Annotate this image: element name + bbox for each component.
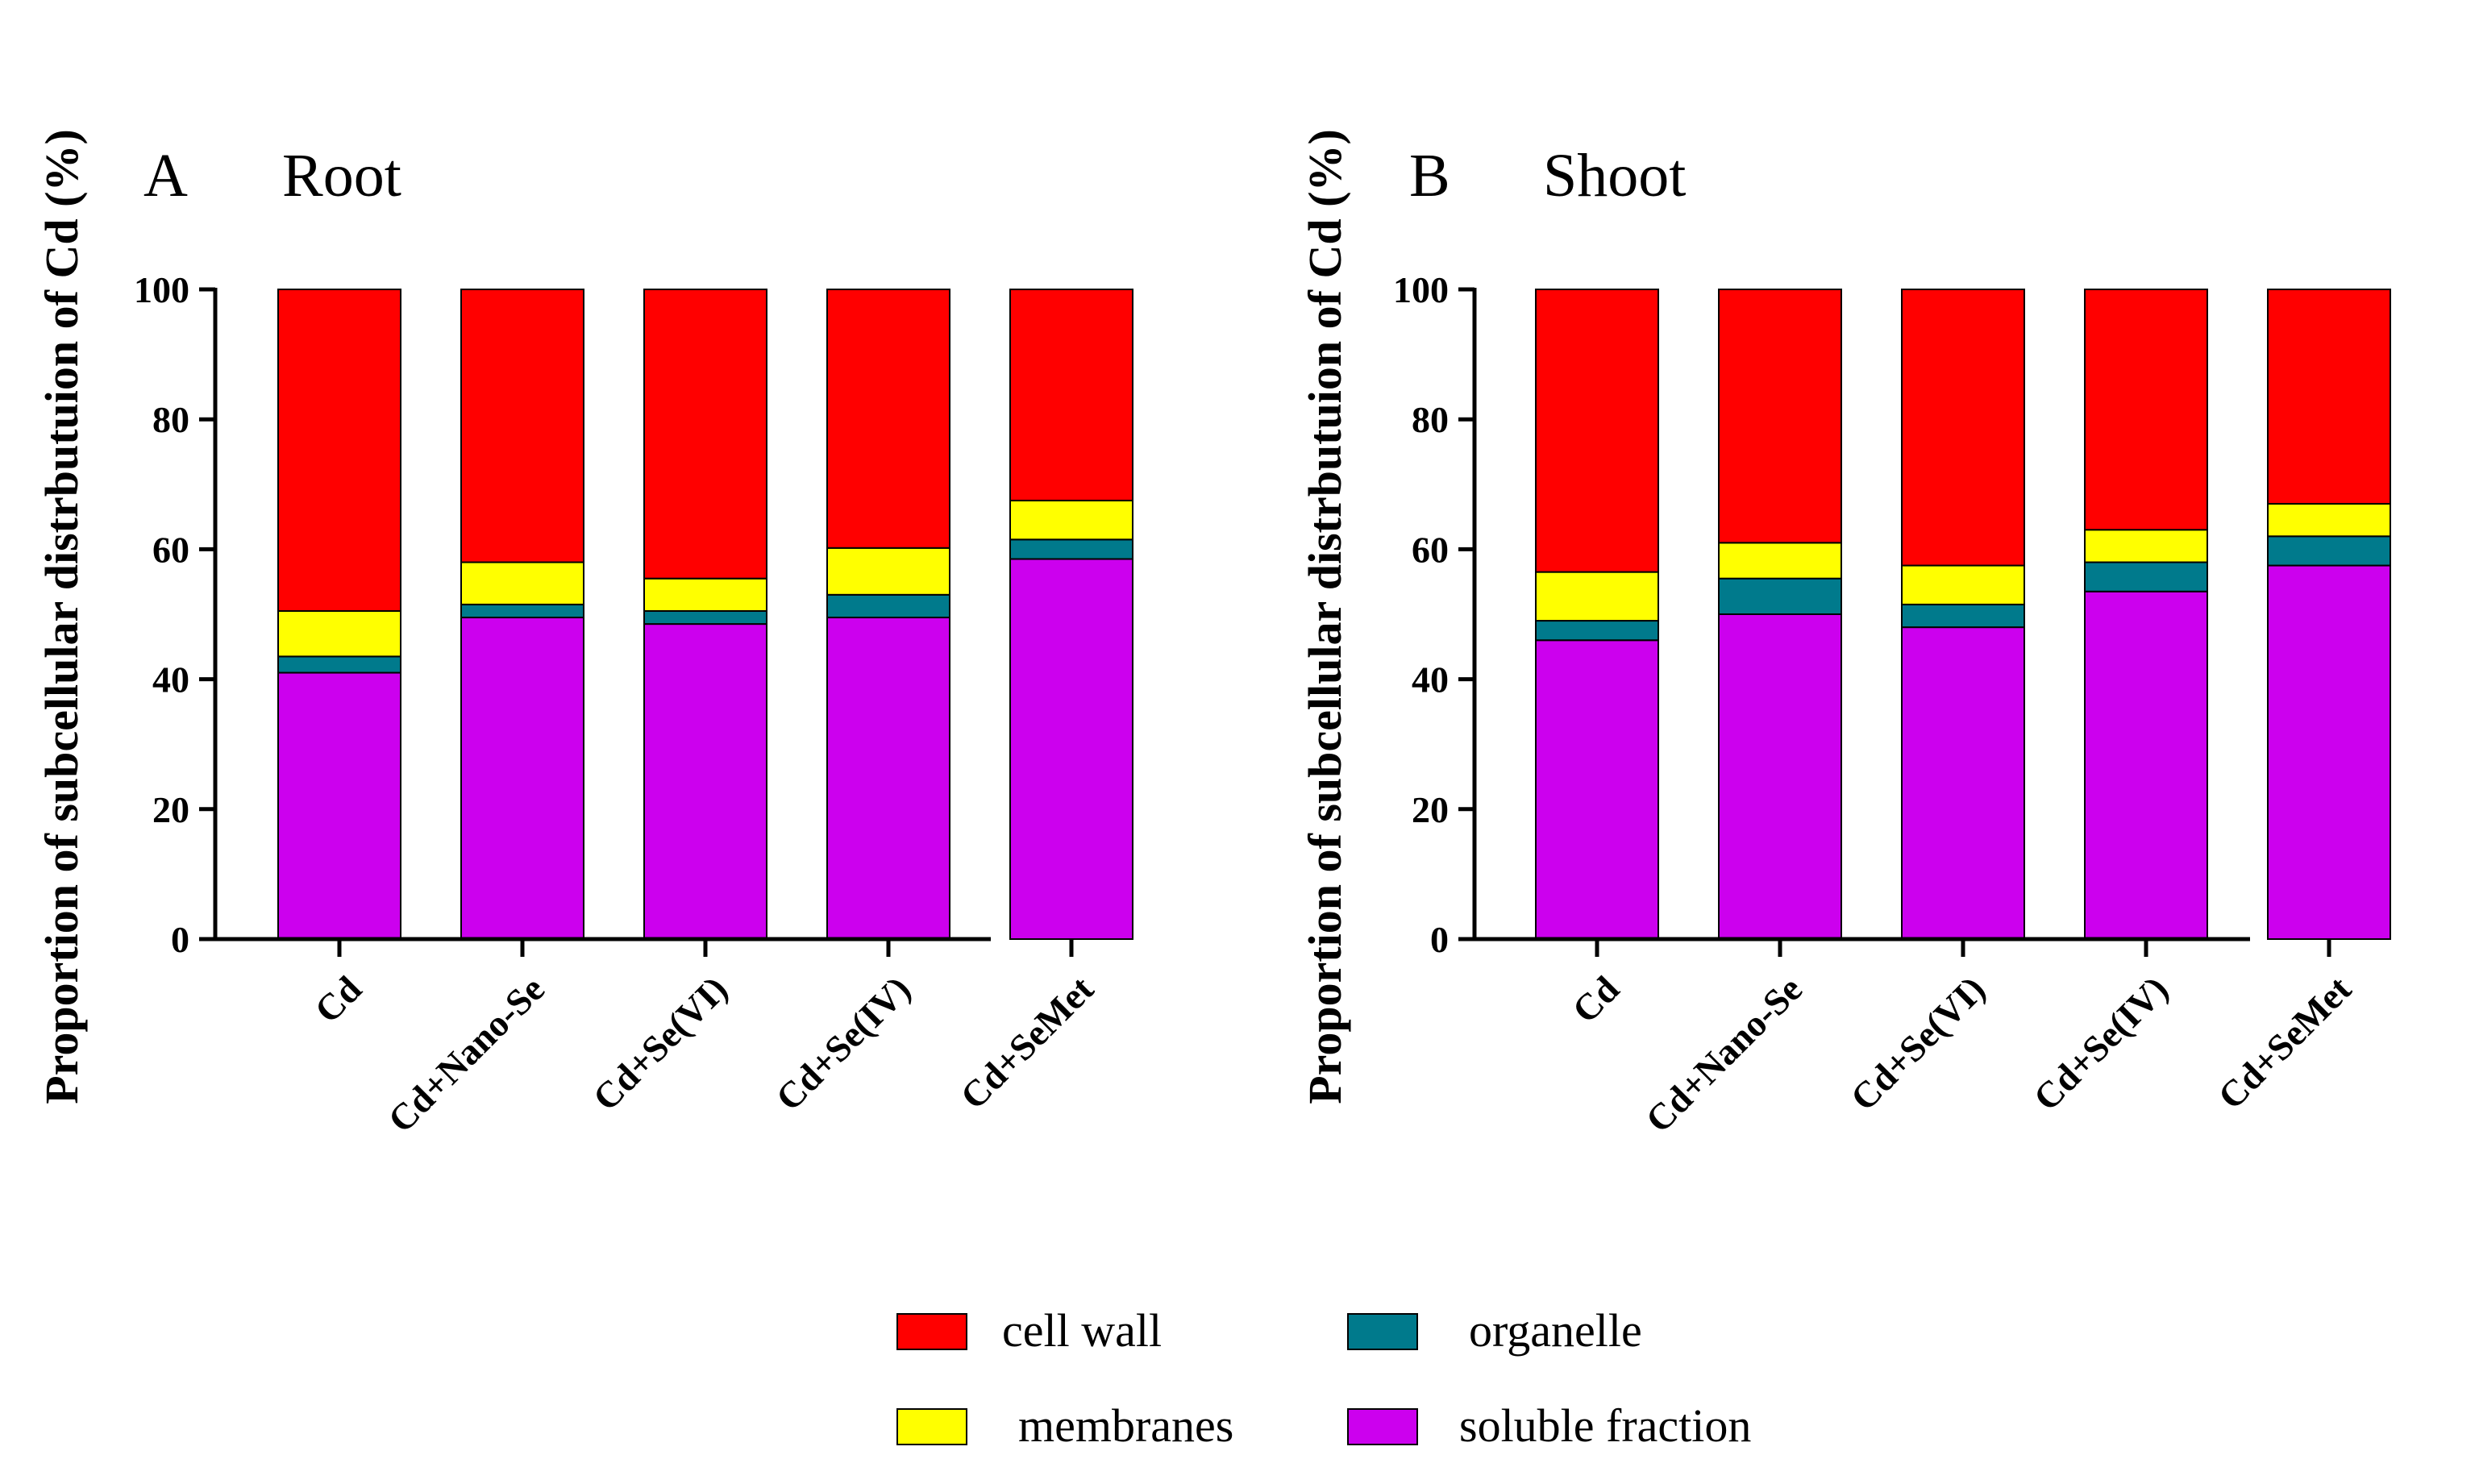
legend: cell wall organelle membranes soluble fract… [896, 1304, 1751, 1452]
bar-segment-organelle [460, 603, 584, 619]
bar-segment-cell-wall [1009, 289, 1133, 501]
y-axis-label: Proportion of subcellular distrbutuion o… [1299, 129, 1351, 1104]
bar-segment-soluble-fraction [2084, 590, 2208, 940]
bar-segment-membranes [1901, 564, 2025, 605]
x-tick-label: Cd+Se(IV) [2026, 968, 2177, 1119]
legend-label-organelle: organelle [1469, 1304, 1642, 1357]
bar-segment-soluble-fraction [2267, 564, 2391, 940]
bar-segment-cell-wall [1718, 289, 1842, 544]
panel-title: Root [282, 142, 401, 210]
legend-label-cell_wall: cell wall [1002, 1304, 1162, 1357]
bar-segment-organelle [1718, 577, 1842, 615]
legend-label-soluble: soluble fraction [1459, 1399, 1751, 1452]
bar-segment-organelle [1901, 603, 2025, 629]
y-tick-label: 80 [1412, 399, 1449, 440]
bar-segment-soluble-fraction [1009, 558, 1133, 940]
bar-segment-cell-wall [2267, 289, 2391, 505]
panel-shoot: B Shoot Proportion of subcellular distrbut… [1299, 129, 2391, 1141]
bar-segment-membranes [277, 609, 401, 658]
y-tick-label: 40 [1412, 659, 1449, 700]
y-tick-label: 0 [171, 919, 189, 960]
y-tick-label: 20 [152, 789, 189, 830]
x-tick-label: Cd+Nano-Se [1637, 968, 1810, 1141]
legend-swatch-cell_wall [896, 1313, 967, 1350]
legend-swatch-organelle [1347, 1313, 1418, 1350]
bar-segment-membranes [460, 561, 584, 605]
bar-segment-organelle [2084, 561, 2208, 592]
bar-segment-organelle [2267, 535, 2391, 567]
bar-segment-organelle [826, 593, 950, 619]
bar-segment-organelle [1009, 538, 1133, 560]
bar-segment-membranes [1009, 499, 1133, 541]
bar-segment-soluble-fraction [277, 671, 401, 940]
y-tick-label: 40 [152, 659, 189, 700]
bar-segment-membranes [826, 547, 950, 596]
panel-root: A Root Proportion of subcellular distrbutu… [35, 129, 1133, 1141]
bar-segment-cell-wall [277, 289, 401, 612]
bar-segment-cell-wall [1535, 289, 1659, 573]
x-tick-label: Cd+Se(IV) [768, 968, 919, 1119]
bar-segment-soluble-fraction [826, 617, 950, 941]
y-tick-label: 60 [152, 529, 189, 570]
bar-segment-cell-wall [460, 289, 584, 563]
panel-letter: A [143, 142, 188, 210]
x-tick-label: Cd+SeMet [2210, 968, 2359, 1117]
legend-swatch-membranes [896, 1408, 967, 1445]
y-tick-label: 100 [134, 269, 189, 310]
bar-segment-cell-wall [2084, 289, 2208, 531]
bar-segment-membranes [2267, 502, 2391, 538]
bar-segment-membranes [643, 577, 767, 612]
bar-segment-membranes [2084, 529, 2208, 563]
x-tick-label: Cd+Se(VI) [585, 968, 736, 1119]
legend-swatch-soluble [1347, 1408, 1418, 1445]
panel-title: Shoot [1543, 142, 1686, 210]
bar-segment-membranes [1718, 542, 1842, 580]
bar-segment-organelle [1535, 620, 1659, 642]
y-tick-label: 100 [1393, 269, 1449, 310]
bar-segment-soluble-fraction [1718, 613, 1842, 940]
bar-segment-soluble-fraction [460, 617, 584, 941]
bar-segment-soluble-fraction [643, 623, 767, 941]
legend-label-membranes: membranes [1018, 1399, 1233, 1452]
bar-segment-membranes [1535, 571, 1659, 622]
bar-segment-soluble-fraction [1901, 626, 2025, 940]
bar-segment-cell-wall [1901, 289, 2025, 567]
x-tick-label: Cd+Nano-Se [380, 968, 552, 1141]
bar-segment-organelle [277, 655, 401, 674]
y-axis-label: Proportion of subcellular distrbutuion o… [35, 129, 88, 1104]
x-tick-label: Cd+Se(VI) [1843, 968, 1994, 1119]
bar-segment-cell-wall [826, 289, 950, 549]
bar-segment-soluble-fraction [1535, 639, 1659, 940]
x-tick-label: Cd+SeMet [952, 968, 1101, 1117]
bar-segment-organelle [643, 609, 767, 626]
y-tick-label: 80 [152, 399, 189, 440]
x-tick-label: Cd [306, 968, 369, 1031]
y-tick-label: 60 [1412, 529, 1449, 570]
y-tick-label: 0 [1430, 919, 1449, 960]
y-tick-label: 20 [1412, 789, 1449, 830]
panel-letter: B [1409, 142, 1450, 210]
x-tick-label: Cd [1564, 968, 1627, 1031]
bar-segment-cell-wall [643, 289, 767, 580]
